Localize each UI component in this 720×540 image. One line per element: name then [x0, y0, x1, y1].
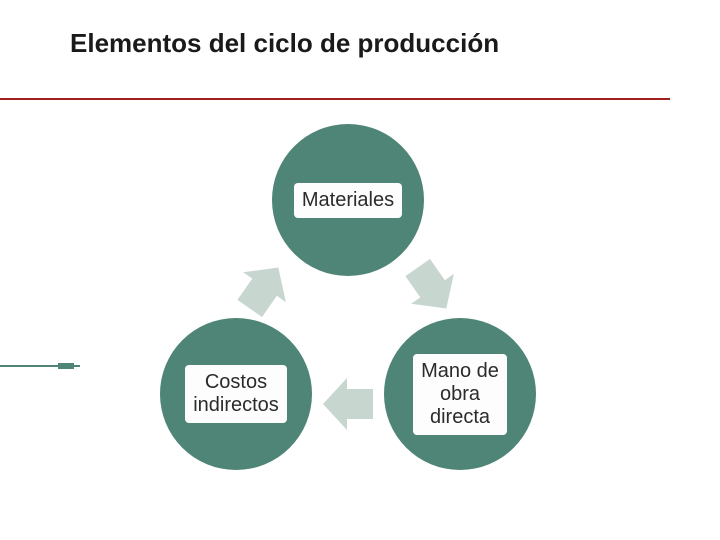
- cycle-arrow-icon: [228, 253, 299, 324]
- cycle-node-label: Costosindirectos: [185, 365, 287, 423]
- cycle-node-label: Materiales: [294, 183, 402, 218]
- cycle-node-mano-obra: Mano deobradirecta: [384, 318, 536, 470]
- cycle-node-label: Mano deobradirecta: [413, 354, 507, 435]
- cycle-arrow-icon: [396, 253, 467, 324]
- divider-red: [0, 98, 670, 100]
- cycle-node-costos: Costosindirectos: [160, 318, 312, 470]
- slide-title: Elementos del ciclo de producción: [70, 28, 499, 59]
- cycle-arrow-icon: [323, 378, 373, 430]
- cycle-node-materiales: Materiales: [272, 124, 424, 276]
- slide: Elementos del ciclo de producción Materi…: [0, 0, 720, 540]
- divider-green-tick: [58, 363, 74, 369]
